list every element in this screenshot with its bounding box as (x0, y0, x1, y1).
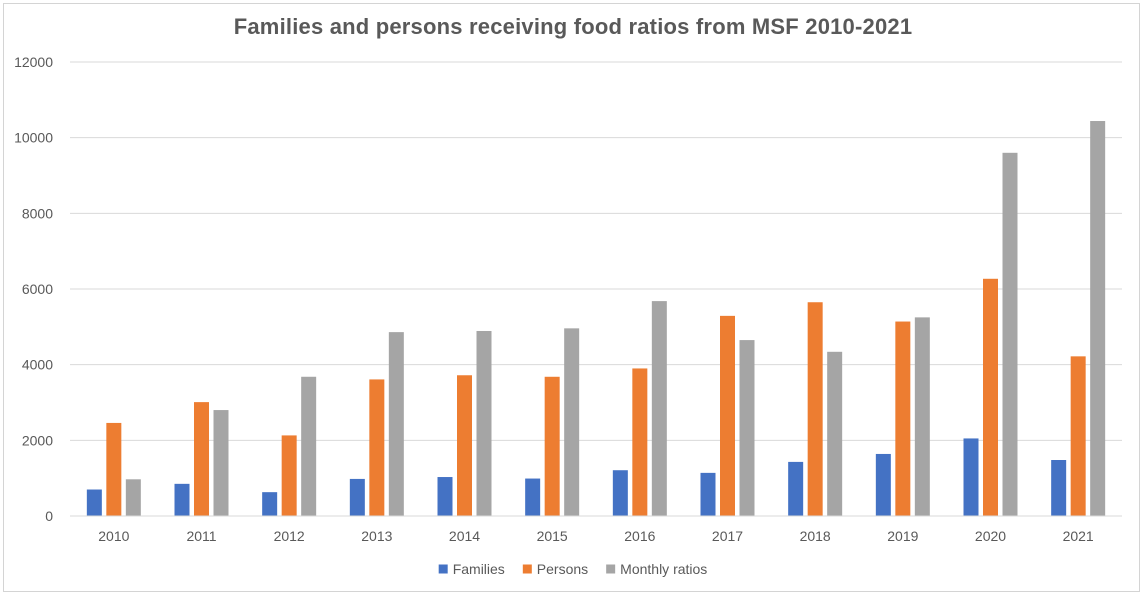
bars (86, 121, 1106, 517)
x-tick-label: 2015 (537, 528, 568, 544)
legend-label: Monthly ratios (620, 561, 707, 577)
bar-families-2010 (86, 489, 102, 516)
bar-persons-2020 (983, 278, 998, 516)
legend-swatch (438, 564, 448, 574)
y-tick-label: 6000 (22, 281, 53, 297)
legend-item-families: Families (438, 561, 505, 577)
bar-families-2012 (262, 492, 278, 516)
bar-persons-2013 (369, 379, 385, 516)
legend-label: Persons (537, 561, 588, 577)
bar-persons-2017 (720, 315, 735, 516)
y-tick-label: 12000 (14, 54, 53, 70)
x-tick-label: 2021 (1063, 528, 1094, 544)
legend: Families Persons Monthly ratios (438, 561, 707, 577)
bar-persons-2018 (807, 302, 823, 516)
x-axis-ticks: 2010 2011 2012 2013 2014 2015 2016 2017 2018 2019… (98, 528, 1094, 544)
bar-persons-2010 (106, 422, 122, 516)
bar-monthly-ratios-2015 (564, 328, 580, 516)
y-tick-label: 0 (45, 508, 53, 524)
y-axis-ticks: 0 2000 4000 6000 8000 10000 12000 (14, 54, 53, 524)
bar-persons-2019 (895, 321, 911, 516)
gridlines (70, 61, 1122, 441)
bar-monthly-ratios-2011 (213, 410, 229, 516)
x-tick-label: 2012 (274, 528, 305, 544)
bar-monthly-ratios-2016 (651, 301, 667, 516)
bar-monthly-ratios-2020 (1002, 152, 1018, 517)
bar-persons-2012 (281, 435, 297, 516)
legend-swatch (522, 564, 532, 574)
bar-families-2021 (1051, 460, 1067, 516)
legend-item-persons: Persons (522, 561, 588, 577)
x-tick-label: 2019 (887, 528, 918, 544)
bar-monthly-ratios-2013 (388, 332, 404, 516)
chart-title: Families and persons receiving food rati… (233, 14, 913, 39)
bar-monthly-ratios-2019 (914, 317, 930, 516)
y-tick-label: 8000 (22, 205, 53, 221)
bar-families-2013 (349, 478, 365, 516)
x-tick-label: 2016 (624, 528, 655, 544)
x-tick-label: 2014 (449, 528, 480, 544)
bar-families-2020 (963, 438, 979, 516)
bar-persons-2011 (194, 402, 209, 516)
y-tick-label: 4000 (22, 357, 53, 373)
x-tick-label: 2013 (361, 528, 392, 544)
bar-families-2016 (612, 470, 628, 516)
bar-persons-2014 (457, 375, 472, 516)
bar-monthly-ratios-2021 (1090, 121, 1106, 517)
legend-swatch (606, 564, 616, 574)
x-tick-label: 2010 (98, 528, 129, 544)
bar-persons-2021 (1070, 356, 1086, 516)
bar-families-2018 (788, 461, 804, 516)
bar-families-2019 (875, 453, 891, 516)
x-tick-label: 2020 (975, 528, 1006, 544)
y-tick-label: 10000 (14, 130, 53, 146)
legend-label: Families (453, 561, 505, 577)
bar-monthly-ratios-2010 (125, 479, 141, 516)
bar-families-2011 (174, 483, 190, 516)
x-tick-label: 2011 (186, 528, 216, 544)
bar-families-2015 (525, 478, 541, 516)
bar-persons-2015 (544, 376, 560, 516)
bar-monthly-ratios-2014 (476, 330, 492, 516)
x-tick-label: 2018 (800, 528, 831, 544)
x-tick-label: 2017 (712, 528, 743, 544)
bar-families-2014 (437, 477, 453, 516)
bar-families-2017 (700, 472, 716, 516)
bar-monthly-ratios-2018 (827, 351, 843, 516)
bar-monthly-ratios-2017 (739, 340, 755, 516)
y-tick-label: 2000 (22, 432, 53, 448)
bar-monthly-ratios-2012 (301, 376, 317, 516)
legend-item-monthly-ratios: Monthly ratios (606, 561, 707, 577)
bar-persons-2016 (632, 368, 648, 516)
